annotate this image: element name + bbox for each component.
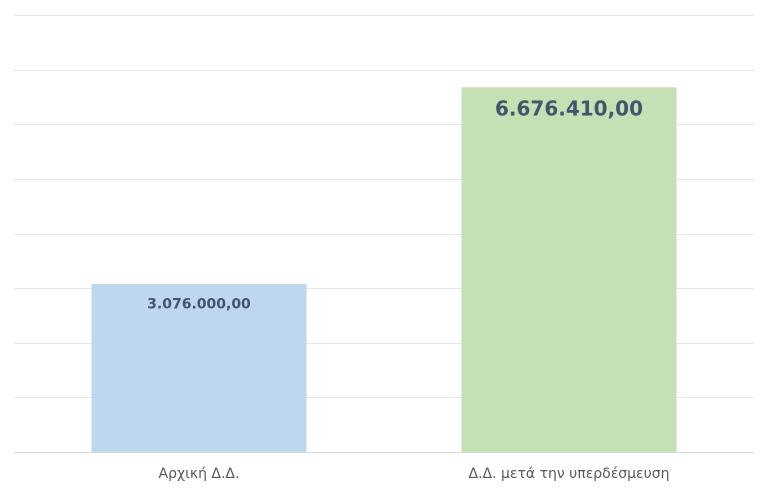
bar-1 [91, 283, 307, 452]
category-label-1: Αρχική Δ.Δ. [159, 466, 240, 482]
data-label-1: 3.076.000,00 [147, 296, 251, 312]
category-label-2: Δ.Δ. μετά την υπερδέσμευση [469, 466, 670, 482]
category-labels: Αρχική Δ.Δ. Δ.Δ. μετά την υπερδέσμευση [159, 466, 670, 482]
data-labels: 3.076.000,00 6.676.410,00 [147, 96, 643, 312]
data-label-2: 6.676.410,00 [495, 96, 643, 120]
bar-2 [461, 87, 677, 453]
bars [91, 87, 677, 453]
